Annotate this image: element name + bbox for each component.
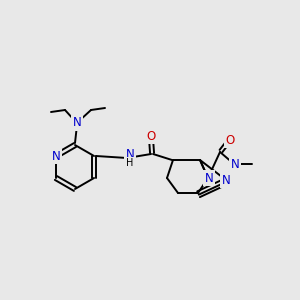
- Text: O: O: [146, 130, 156, 142]
- Text: N: N: [73, 116, 81, 130]
- Text: N: N: [205, 172, 213, 184]
- Text: H: H: [126, 158, 134, 168]
- Text: N: N: [231, 158, 239, 170]
- Text: N: N: [222, 173, 230, 187]
- Text: N: N: [52, 149, 60, 163]
- Text: O: O: [225, 134, 235, 146]
- Text: N: N: [126, 148, 134, 161]
